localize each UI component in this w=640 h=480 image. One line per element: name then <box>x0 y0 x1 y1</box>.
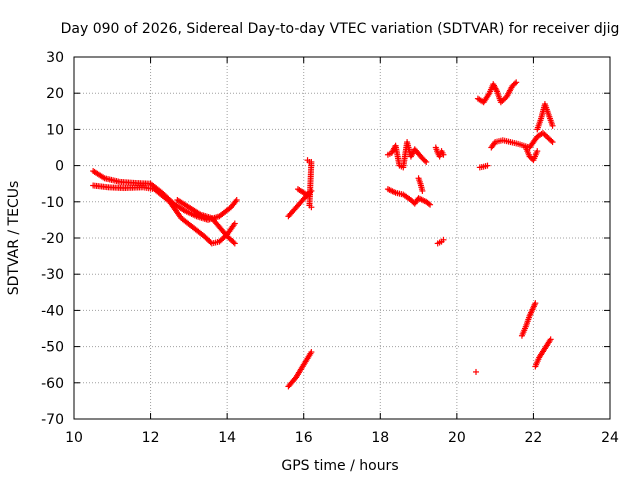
chart-title: Day 090 of 2026, Sidereal Day-to-day VTE… <box>61 21 620 37</box>
data-point <box>548 137 555 144</box>
series-track-h <box>384 139 430 171</box>
data-point <box>541 131 548 138</box>
x-tick-label: 24 <box>601 430 619 446</box>
data-point <box>230 239 237 246</box>
data-point <box>534 148 541 155</box>
grid-layer <box>74 57 610 419</box>
y-tick-label: -30 <box>41 267 64 283</box>
data-point <box>532 300 539 307</box>
x-axis-label: GPS time / hours <box>281 458 398 474</box>
data-point <box>473 368 479 375</box>
data-point <box>233 196 240 203</box>
series-track-i <box>384 186 434 208</box>
y-tick-label: -60 <box>41 376 64 392</box>
series-track-l <box>434 236 447 247</box>
x-tick-label: 20 <box>448 430 466 446</box>
data-point <box>423 158 430 165</box>
x-tick-label: 16 <box>295 430 313 446</box>
y-tick-label: -50 <box>41 340 64 356</box>
series-track-g <box>285 349 315 390</box>
series-track-q <box>522 144 541 164</box>
series-track-k <box>432 144 447 160</box>
y-tick-label: 30 <box>46 50 64 66</box>
series-track-m <box>473 368 479 375</box>
y-tick-label: -10 <box>41 195 64 211</box>
series-track-p <box>488 130 556 151</box>
data-point <box>547 336 554 343</box>
data-point <box>231 240 238 247</box>
series-track-f <box>304 157 315 211</box>
data-point <box>308 204 315 211</box>
y-tick-label: 0 <box>55 159 64 175</box>
series-track-r <box>534 101 556 133</box>
data-point <box>513 79 520 86</box>
data-point <box>549 122 556 129</box>
data-point <box>427 201 434 208</box>
series-track-n <box>476 162 491 171</box>
x-tick-label: 22 <box>525 430 543 446</box>
data-point <box>425 200 432 207</box>
x-tick-label: 14 <box>218 430 236 446</box>
data-point <box>419 187 426 194</box>
y-tick-label: 10 <box>46 122 64 138</box>
y-tick-label: -40 <box>41 303 64 319</box>
x-tick-label: 18 <box>371 430 389 446</box>
series-track-c <box>174 196 238 247</box>
series-track-t <box>532 336 554 370</box>
data-point <box>308 349 315 356</box>
series-track-s <box>518 300 539 339</box>
data-point <box>484 162 491 169</box>
data-point <box>440 151 447 158</box>
plot-frame <box>73 56 611 420</box>
series-track-j <box>415 175 426 194</box>
y-tick-label: 20 <box>46 86 64 102</box>
series-track-o <box>474 79 520 106</box>
x-tick-label: 12 <box>142 430 160 446</box>
points-layer <box>90 79 556 390</box>
data-point <box>549 139 556 146</box>
axis-layer: 10 12 14 16 18 20 22 24 -70 -60 -50 -40 -30 -20 -10 0 10… <box>41 50 619 446</box>
y-axis-label: SDTVAR / TECUs <box>6 181 22 296</box>
y-tick-label: -20 <box>41 231 64 247</box>
data-point <box>511 80 518 87</box>
data-point <box>207 239 214 246</box>
data-point <box>231 220 238 227</box>
data-point <box>440 236 447 243</box>
data-point <box>421 157 428 164</box>
data-point <box>500 96 507 103</box>
x-tick-label: 10 <box>65 430 83 446</box>
y-tick-label: -70 <box>41 412 64 428</box>
